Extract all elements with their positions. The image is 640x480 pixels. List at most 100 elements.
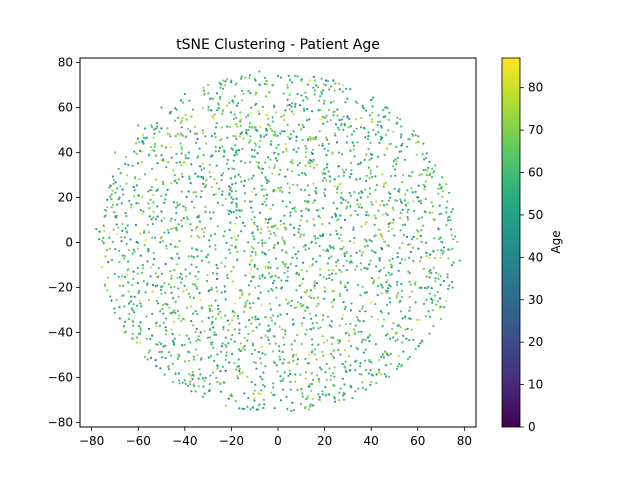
scatter-point xyxy=(348,334,351,337)
scatter-point xyxy=(249,92,252,95)
scatter-point xyxy=(188,337,191,340)
scatter-point xyxy=(216,381,219,384)
scatter-point xyxy=(222,235,225,238)
scatter-point xyxy=(126,224,129,227)
scatter-point xyxy=(276,315,279,318)
scatter-point xyxy=(230,244,233,247)
scatter-point xyxy=(230,196,233,199)
scatter-point xyxy=(336,114,339,117)
scatter-point xyxy=(230,190,233,193)
scatter-point xyxy=(300,188,303,191)
scatter-point xyxy=(255,367,258,370)
scatter-point xyxy=(349,345,353,348)
scatter-point xyxy=(259,393,262,396)
scatter-point xyxy=(172,343,175,346)
scatter-point xyxy=(113,211,116,214)
scatter-point xyxy=(113,311,116,314)
scatter-point xyxy=(202,89,205,92)
scatter-point xyxy=(256,165,260,168)
scatter-point xyxy=(166,188,169,191)
scatter-point xyxy=(410,175,413,178)
scatter-point xyxy=(247,332,250,336)
scatter-point xyxy=(220,126,223,129)
scatter-point xyxy=(308,383,311,386)
scatter-point xyxy=(136,137,139,140)
scatter-point xyxy=(147,299,151,302)
scatter-point xyxy=(287,266,290,269)
scatter-point xyxy=(395,367,399,371)
scatter-point xyxy=(248,161,252,164)
scatter-point xyxy=(311,160,314,163)
scatter-point xyxy=(265,197,268,200)
scatter-point xyxy=(174,119,177,122)
scatter-point xyxy=(211,154,214,157)
scatter-point xyxy=(399,229,402,232)
scatter-point xyxy=(303,189,306,192)
scatter-point xyxy=(201,162,204,165)
scatter-point xyxy=(226,319,229,322)
scatter-point xyxy=(329,233,332,236)
scatter-point xyxy=(430,271,433,274)
scatter-point xyxy=(353,333,357,336)
scatter-point xyxy=(314,314,317,317)
scatter-point xyxy=(158,350,161,354)
scatter-point xyxy=(425,298,428,301)
scatter-point xyxy=(211,341,214,344)
scatter-point xyxy=(149,356,153,359)
scatter-point xyxy=(319,326,322,329)
scatter-point xyxy=(355,265,358,268)
scatter-point xyxy=(199,165,202,168)
scatter-point xyxy=(186,217,189,221)
scatter-point xyxy=(323,297,326,300)
scatter-point xyxy=(254,193,257,196)
scatter-point xyxy=(168,133,171,136)
scatter-point xyxy=(182,290,185,293)
scatter-point xyxy=(258,83,261,86)
scatter-point xyxy=(292,359,295,363)
scatter-point xyxy=(332,114,335,117)
scatter-point xyxy=(359,203,362,206)
scatter-point xyxy=(166,132,169,135)
scatter-point xyxy=(162,321,165,324)
scatter-point xyxy=(262,406,265,410)
scatter-point xyxy=(290,343,293,346)
scatter-point xyxy=(226,158,229,161)
scatter-point xyxy=(293,226,296,230)
scatter-point xyxy=(179,272,182,275)
scatter-point xyxy=(265,133,268,136)
scatter-point xyxy=(294,373,297,376)
scatter-point xyxy=(428,272,431,275)
scatter-point xyxy=(215,272,218,275)
scatter-point xyxy=(385,375,388,378)
scatter-point xyxy=(207,290,210,293)
scatter-point xyxy=(264,365,267,368)
scatter-point xyxy=(387,287,390,290)
colorbar-tick-label: 70 xyxy=(528,123,543,137)
scatter-point xyxy=(180,320,183,323)
scatter-point xyxy=(228,101,231,104)
scatter-point xyxy=(283,271,286,274)
scatter-point xyxy=(348,117,351,120)
scatter-point xyxy=(442,250,445,253)
scatter-point xyxy=(395,331,398,335)
scatter-point xyxy=(113,151,116,154)
scatter-point xyxy=(152,252,155,255)
scatter-point xyxy=(383,373,386,376)
scatter-point xyxy=(161,356,164,359)
scatter-point xyxy=(234,144,237,147)
scatter-point xyxy=(190,263,193,266)
scatter-point xyxy=(423,188,426,191)
scatter-point xyxy=(284,175,287,178)
scatter-point xyxy=(261,203,264,206)
scatter-point xyxy=(436,290,439,294)
scatter-point xyxy=(159,310,162,313)
scatter-point xyxy=(408,339,411,342)
scatter-point xyxy=(360,341,363,344)
scatter-point xyxy=(276,267,279,270)
scatter-point xyxy=(254,103,257,107)
scatter-point xyxy=(388,259,391,262)
scatter-point xyxy=(298,224,301,227)
scatter-point xyxy=(250,245,253,248)
scatter-point xyxy=(434,280,437,283)
scatter-point xyxy=(194,191,197,194)
